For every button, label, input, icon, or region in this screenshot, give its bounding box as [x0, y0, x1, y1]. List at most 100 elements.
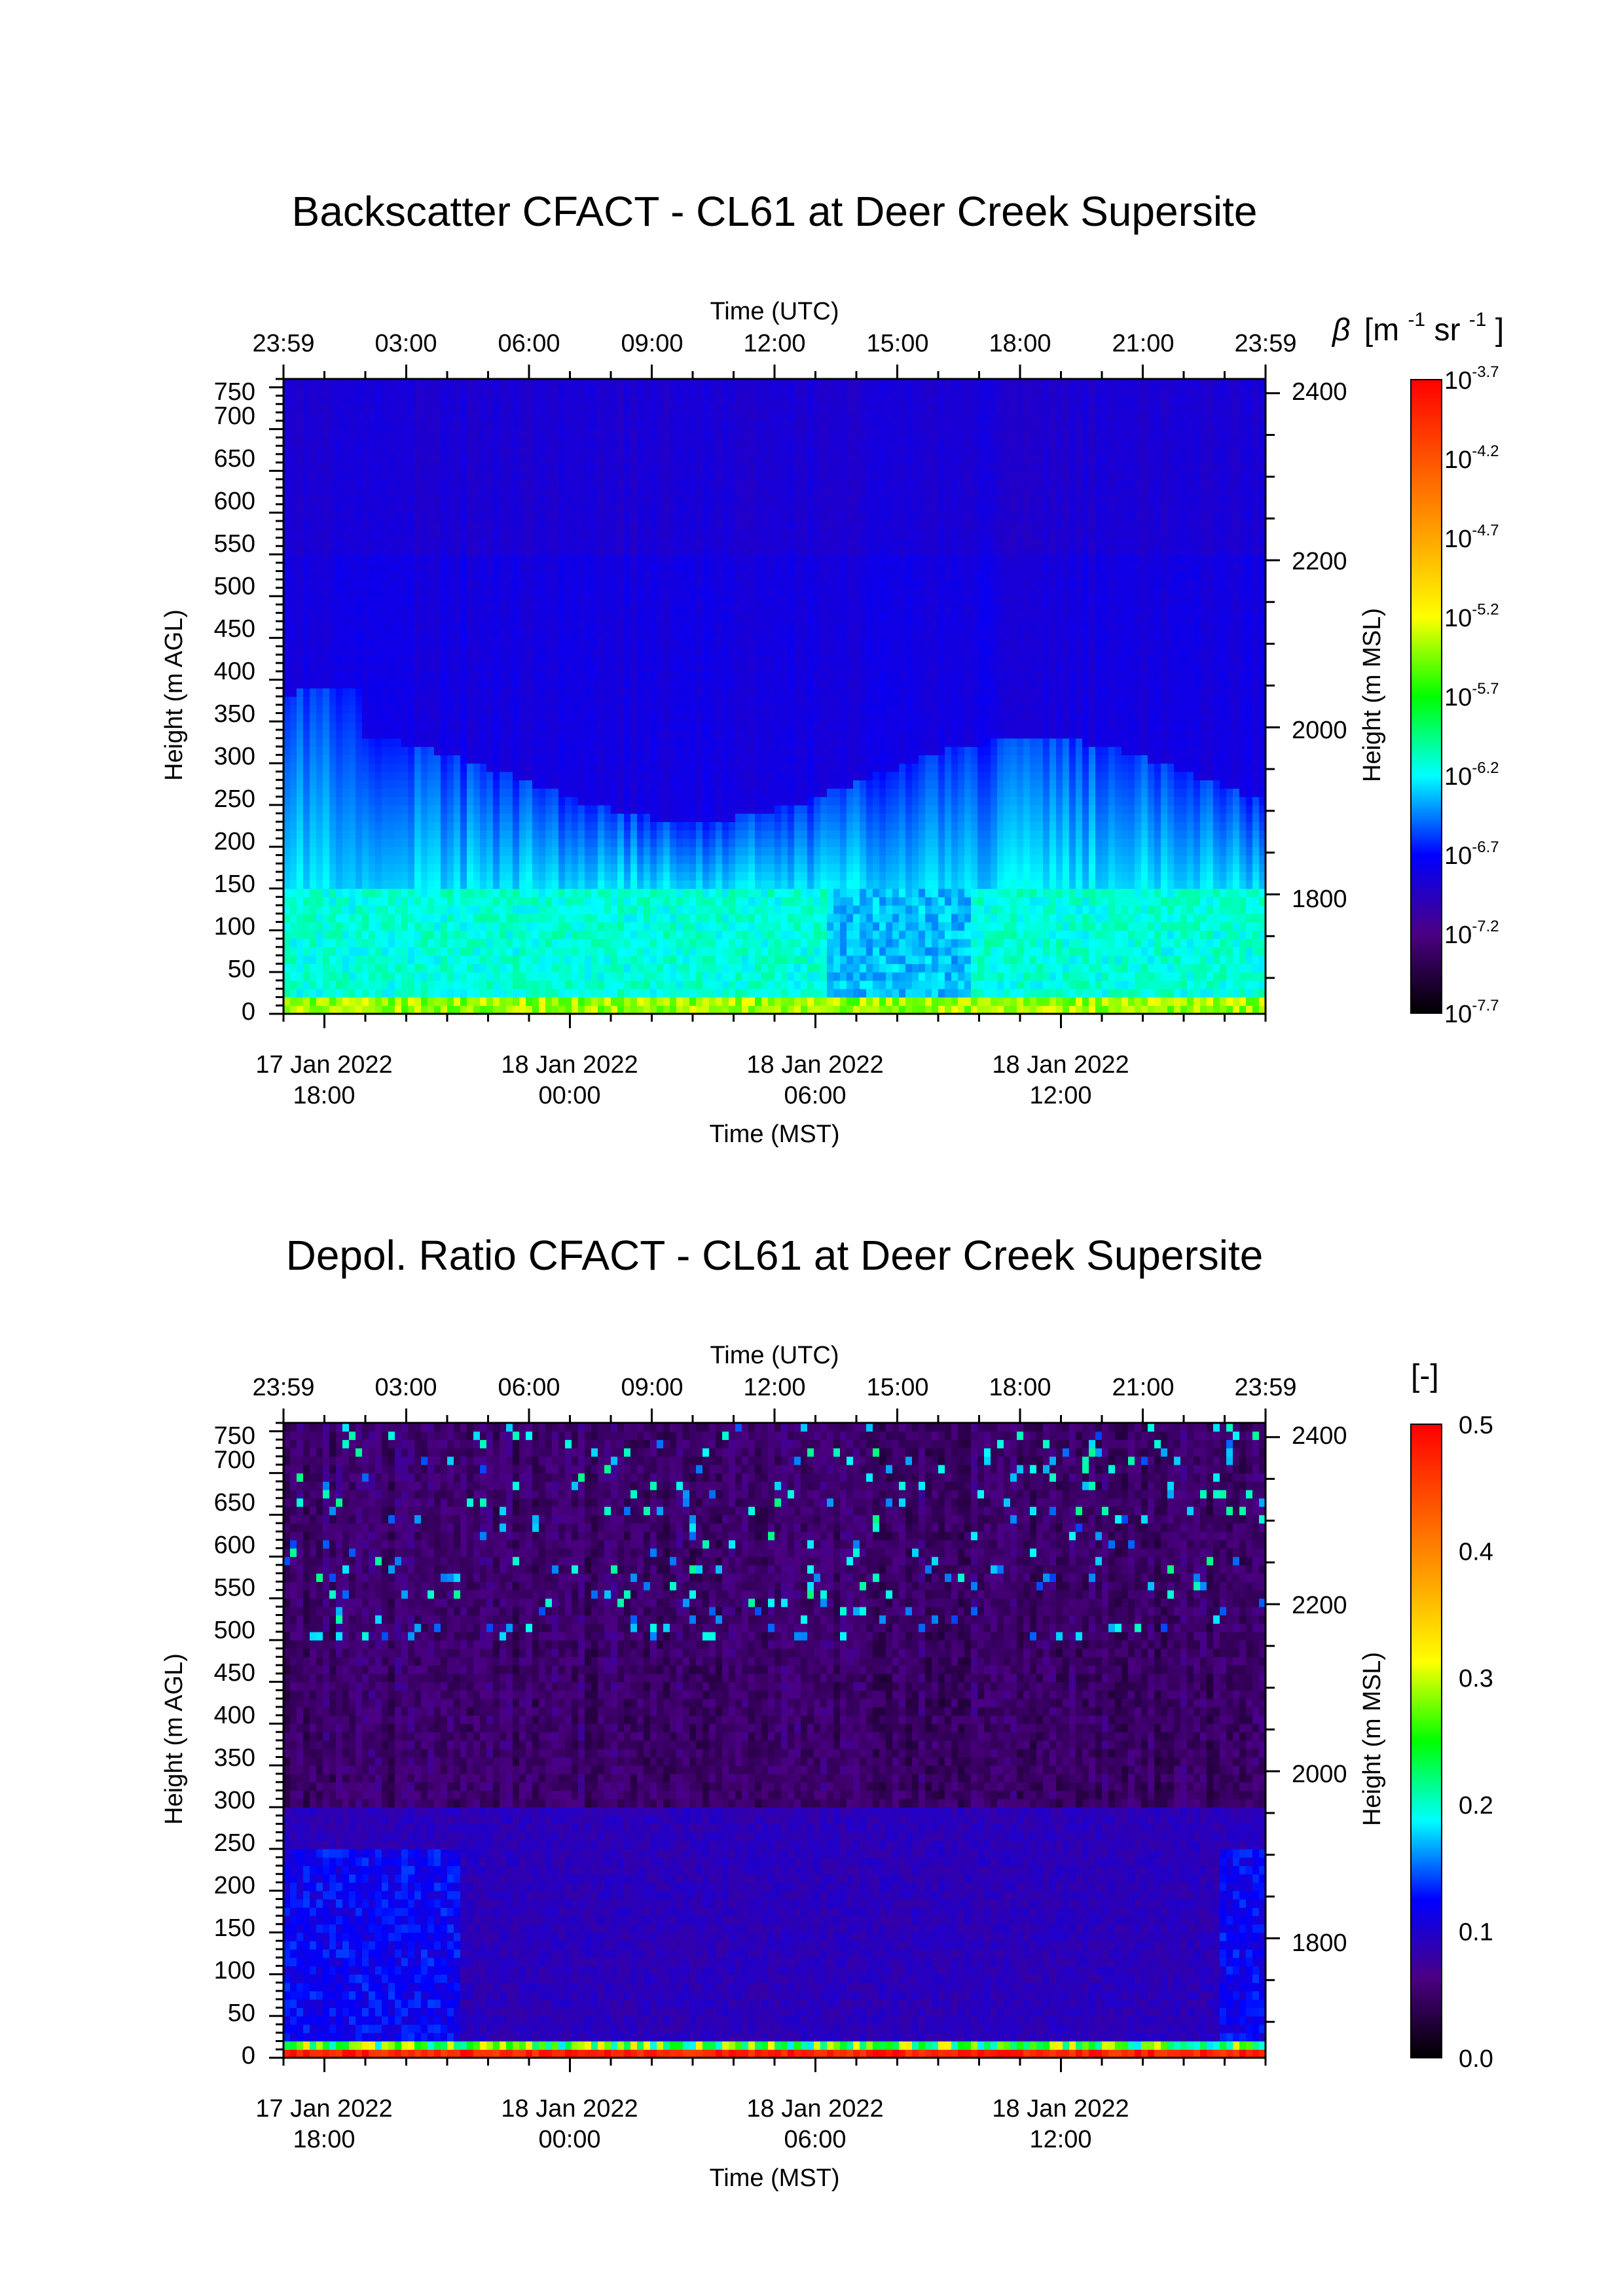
heatmap-cell — [329, 629, 337, 639]
heatmap-cell — [441, 804, 448, 814]
heatmap-cell — [329, 571, 337, 580]
heatmap-cell — [323, 504, 330, 513]
heatmap-cell — [650, 637, 657, 647]
heatmap-cell — [297, 1005, 304, 1014]
heatmap-cell — [395, 905, 402, 914]
heatmap-cell — [408, 913, 415, 923]
heatmap-cell — [696, 863, 703, 872]
heatmap-cell — [297, 637, 304, 647]
heatmap-cell — [283, 963, 291, 973]
heatmap-cell — [303, 713, 310, 722]
heatmap-cell — [506, 922, 513, 931]
heatmap-cell — [617, 746, 625, 755]
heatmap-cell — [283, 721, 291, 730]
heatmap-cell — [624, 487, 631, 497]
heatmap-cell — [329, 604, 337, 613]
heatmap-cell — [454, 520, 461, 530]
heatmap-cell — [467, 704, 474, 714]
heatmap-cell — [545, 579, 553, 588]
heatmap-cell — [513, 855, 520, 864]
heatmap-cell — [644, 512, 651, 522]
heatmap-cell — [342, 980, 350, 990]
heatmap-cell — [310, 988, 317, 998]
heatmap-cell — [513, 588, 520, 597]
heatmap-cell — [421, 546, 428, 555]
heatmap-cell — [316, 788, 323, 797]
heatmap-cell — [473, 562, 481, 572]
heatmap-cell — [310, 562, 317, 572]
heatmap-cell — [362, 972, 369, 981]
heatmap-cell — [585, 946, 592, 956]
heatmap-cell — [323, 646, 330, 655]
heatmap-cell — [356, 487, 363, 497]
heatmap-cell — [663, 546, 670, 555]
heatmap-cell — [670, 588, 677, 597]
heatmap-cell — [545, 562, 553, 572]
heatmap-cell — [526, 379, 533, 388]
heatmap-cell — [539, 813, 546, 823]
heatmap-cell — [578, 596, 585, 605]
heatmap-cell — [473, 646, 481, 655]
heatmap-cell — [630, 946, 638, 956]
heatmap-cell — [283, 504, 291, 513]
heatmap-cell — [624, 888, 631, 897]
heatmap-cell — [519, 671, 526, 681]
heatmap-cell — [310, 512, 317, 522]
heatmap-cell — [283, 495, 291, 505]
heatmap-cell — [303, 704, 310, 714]
heatmap-cell — [356, 863, 363, 872]
heatmap-cell — [519, 788, 526, 797]
heatmap-cell — [702, 997, 710, 1006]
heatmap-cell — [310, 713, 317, 722]
heatmap-cell — [467, 462, 474, 471]
heatmap-cell — [702, 546, 710, 555]
heatmap-cell — [336, 946, 343, 956]
heatmap-cell — [644, 755, 651, 764]
left-tick-label: 350 — [214, 700, 255, 728]
heatmap-cell — [644, 855, 651, 864]
heatmap-cell — [565, 688, 572, 697]
heatmap-cell — [329, 838, 337, 848]
heatmap-cell — [486, 713, 494, 722]
heatmap-cell — [513, 755, 520, 764]
heatmap-cell — [572, 855, 579, 864]
heatmap-cell — [663, 721, 670, 730]
heatmap-cell — [454, 554, 461, 564]
heatmap-cell — [441, 537, 448, 547]
heatmap-cell — [696, 655, 703, 664]
heatmap-cell — [617, 588, 625, 597]
heatmap-cell — [670, 688, 677, 697]
heatmap-cell — [454, 855, 461, 864]
heatmap-cell — [493, 379, 500, 388]
heatmap-cell — [513, 955, 520, 965]
heatmap-cell — [414, 980, 422, 990]
heatmap-cell — [565, 662, 572, 672]
heatmap-cell — [441, 562, 448, 572]
heatmap-cell — [382, 487, 389, 497]
heatmap-cell — [342, 863, 350, 872]
heatmap-cell — [428, 905, 435, 914]
heatmap-cell — [558, 671, 566, 681]
backscatter-top-tick-labels: 23:59 03:00 06:00 09:00 12:00 15:00 18:0… — [252, 330, 1296, 357]
heatmap-cell — [303, 588, 310, 597]
heatmap-cell — [369, 562, 376, 572]
heatmap-cell — [696, 504, 703, 513]
heatmap-cell — [617, 771, 625, 781]
heatmap-cell — [447, 963, 454, 973]
heatmap-cell — [598, 429, 605, 438]
backscatter-right-axis-label: Height (m MSL) — [1359, 608, 1386, 782]
heatmap-cell — [519, 637, 526, 647]
heatmap-cell — [336, 495, 343, 505]
heatmap-cell — [283, 771, 291, 781]
heatmap-cell — [539, 955, 546, 965]
heatmap-cell — [297, 562, 304, 572]
heatmap-cell — [329, 913, 337, 923]
heatmap-cell — [683, 946, 690, 956]
heatmap-cell — [539, 763, 546, 772]
heatmap-cell — [604, 454, 611, 463]
heatmap-cell — [369, 537, 376, 547]
heatmap-cell — [565, 863, 572, 872]
heatmap-cell — [428, 662, 435, 672]
heatmap-cell — [500, 646, 507, 655]
heatmap-cell — [637, 813, 644, 823]
